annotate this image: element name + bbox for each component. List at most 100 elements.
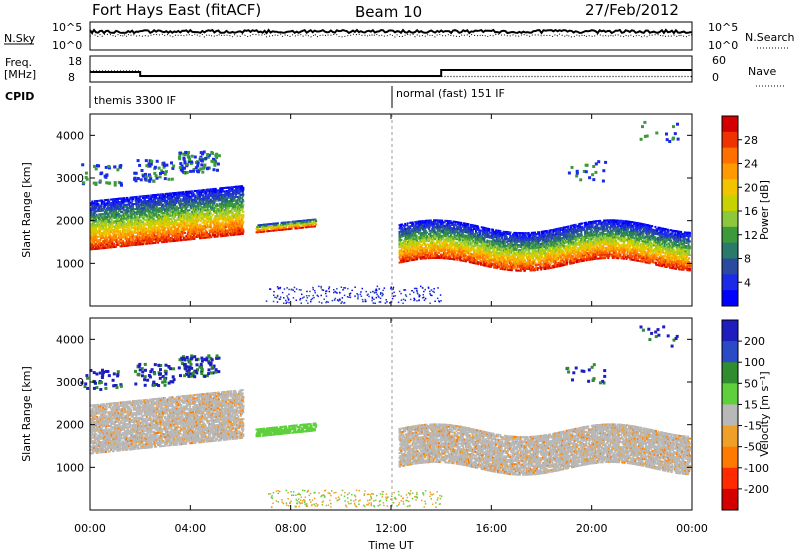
power-cell xyxy=(238,199,241,202)
power-cell xyxy=(117,221,119,224)
power-cell xyxy=(242,220,245,223)
power-cell xyxy=(130,210,133,213)
power-cell xyxy=(424,233,427,236)
power-cell xyxy=(94,205,97,208)
power-cell xyxy=(98,223,101,226)
power-cell xyxy=(100,237,102,240)
power-cell xyxy=(182,239,185,241)
power-cell xyxy=(115,233,118,236)
power-cell xyxy=(130,244,133,247)
power-cell xyxy=(105,221,107,224)
power-cell xyxy=(118,214,121,217)
power-cell xyxy=(127,225,130,228)
power-cell xyxy=(117,242,119,245)
power-cell xyxy=(115,204,118,207)
power-cell xyxy=(122,217,125,220)
power-cell xyxy=(411,243,414,246)
power-cell xyxy=(112,230,115,233)
power-cell xyxy=(101,236,104,239)
power-cell xyxy=(179,191,182,194)
power-cell xyxy=(113,213,116,216)
power-cell xyxy=(127,241,129,244)
power-cell xyxy=(111,246,114,249)
power-cell xyxy=(113,220,116,223)
power-cell xyxy=(315,223,318,226)
power-cell xyxy=(157,234,160,237)
power-cell xyxy=(315,220,318,223)
power-cell xyxy=(94,248,97,250)
power-cell xyxy=(200,192,203,195)
power-cell xyxy=(186,206,189,209)
power-cell xyxy=(127,222,130,225)
power-cell xyxy=(231,187,234,190)
power-cell xyxy=(128,205,131,208)
power-cell xyxy=(106,238,109,241)
power-cell xyxy=(91,212,94,215)
power-cell xyxy=(436,219,439,222)
power-cell xyxy=(120,214,123,217)
power-cell xyxy=(103,221,106,224)
power-cell xyxy=(227,234,230,237)
power-cell xyxy=(112,225,115,228)
power-cell xyxy=(263,230,266,233)
power-cell xyxy=(118,242,121,245)
power-cell xyxy=(111,229,114,232)
power-cell xyxy=(107,224,110,227)
power-cell xyxy=(113,244,116,247)
power-cell xyxy=(206,190,208,193)
power-cell xyxy=(126,205,129,208)
power-cell xyxy=(101,225,104,227)
power-cell xyxy=(129,232,132,235)
power-cell xyxy=(96,232,99,235)
power-cell xyxy=(130,201,133,204)
power-cell xyxy=(102,219,105,222)
power-cell xyxy=(123,224,126,227)
power-cell xyxy=(115,201,118,204)
power-cell xyxy=(101,235,104,238)
power-cell xyxy=(115,220,118,223)
power-cell xyxy=(114,206,117,209)
power-cell xyxy=(99,218,102,221)
power-cell xyxy=(95,229,98,232)
power-cell xyxy=(113,205,116,207)
power-cell xyxy=(132,209,135,212)
power-cell xyxy=(270,229,272,232)
power-cell xyxy=(118,226,121,229)
power-cell xyxy=(96,205,99,207)
power-cell xyxy=(123,227,126,230)
power-cell xyxy=(224,214,227,217)
power-cell xyxy=(108,226,111,228)
power-cell xyxy=(110,215,113,218)
power-cell xyxy=(127,220,130,223)
power-cell xyxy=(116,213,119,216)
power-cell xyxy=(112,232,115,235)
power-cell xyxy=(110,231,113,233)
power-cell xyxy=(204,212,207,215)
power-cell xyxy=(97,208,100,211)
power-cell xyxy=(100,228,102,231)
power-cell xyxy=(302,226,304,229)
power-cell xyxy=(131,196,134,199)
power-cell xyxy=(95,201,97,204)
power-cell xyxy=(96,201,99,204)
power-cell xyxy=(105,209,108,212)
power-cell xyxy=(93,213,96,216)
power-cell xyxy=(257,231,260,234)
power-cell xyxy=(140,216,143,218)
power-cell xyxy=(94,237,97,240)
power-cell xyxy=(228,207,230,209)
power-cell xyxy=(118,213,121,216)
power-cell xyxy=(90,204,93,206)
noise-sky-line xyxy=(89,28,692,35)
power-cell xyxy=(423,235,426,238)
power-cell xyxy=(117,211,119,214)
power-cell xyxy=(100,206,102,209)
power-cell xyxy=(231,218,234,221)
power-cell xyxy=(98,228,101,231)
power-cell xyxy=(96,217,99,219)
power-cell xyxy=(130,242,133,245)
power-cell xyxy=(110,239,113,242)
power-cell xyxy=(96,240,99,243)
power-cell xyxy=(155,222,158,225)
power-cell xyxy=(130,220,133,223)
